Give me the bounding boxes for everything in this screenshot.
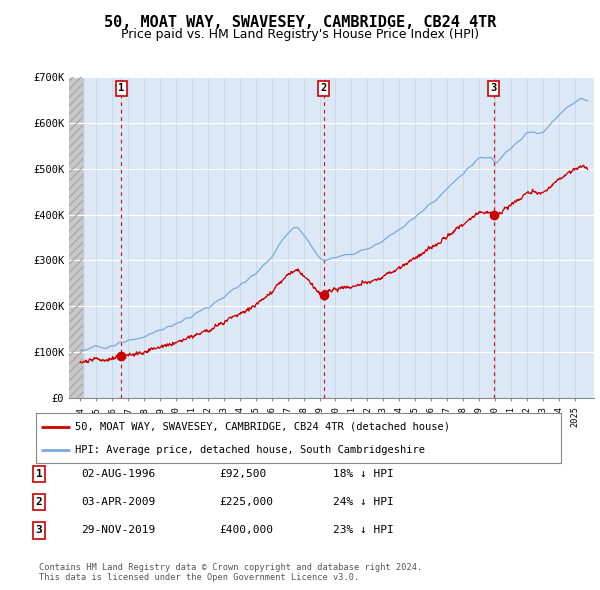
Text: 18% ↓ HPI: 18% ↓ HPI — [333, 469, 394, 478]
Bar — [69, 77, 83, 398]
Text: 24% ↓ HPI: 24% ↓ HPI — [333, 497, 394, 507]
Text: 3: 3 — [491, 83, 497, 93]
Text: £92,500: £92,500 — [219, 469, 266, 478]
Text: 50, MOAT WAY, SWAVESEY, CAMBRIDGE, CB24 4TR (detached house): 50, MOAT WAY, SWAVESEY, CAMBRIDGE, CB24 … — [76, 421, 451, 431]
Text: £400,000: £400,000 — [219, 526, 273, 535]
Text: Contains HM Land Registry data © Crown copyright and database right 2024.
This d: Contains HM Land Registry data © Crown c… — [39, 563, 422, 582]
Text: 29-NOV-2019: 29-NOV-2019 — [81, 526, 155, 535]
Text: 3: 3 — [35, 526, 43, 535]
Text: 23% ↓ HPI: 23% ↓ HPI — [333, 526, 394, 535]
Text: 50, MOAT WAY, SWAVESEY, CAMBRIDGE, CB24 4TR: 50, MOAT WAY, SWAVESEY, CAMBRIDGE, CB24 … — [104, 15, 496, 30]
Text: 1: 1 — [118, 83, 125, 93]
Text: 2: 2 — [35, 497, 43, 507]
Text: HPI: Average price, detached house, South Cambridgeshire: HPI: Average price, detached house, Sout… — [76, 445, 425, 455]
Text: 02-AUG-1996: 02-AUG-1996 — [81, 469, 155, 478]
Text: £225,000: £225,000 — [219, 497, 273, 507]
Bar — [69, 77, 83, 398]
Text: Price paid vs. HM Land Registry's House Price Index (HPI): Price paid vs. HM Land Registry's House … — [121, 28, 479, 41]
Text: 1: 1 — [35, 469, 43, 478]
Text: 03-APR-2009: 03-APR-2009 — [81, 497, 155, 507]
Text: 2: 2 — [320, 83, 326, 93]
